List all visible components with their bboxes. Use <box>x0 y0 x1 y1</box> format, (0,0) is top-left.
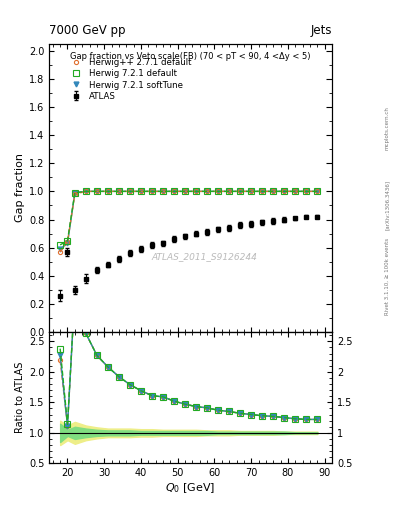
Herwig 7.2.1 softTune <box>84 188 88 195</box>
Herwig 7.2.1 default <box>95 188 99 195</box>
Herwig 7.2.1 softTune <box>238 188 242 195</box>
Legend: Herwig++ 2.7.1 default, Herwig 7.2.1 default, Herwig 7.2.1 softTune, ATLAS: Herwig++ 2.7.1 default, Herwig 7.2.1 def… <box>65 56 193 102</box>
Herwig 7.2.1 softTune <box>194 188 198 195</box>
Herwig++ 2.7.1 default <box>205 188 209 195</box>
Herwig 7.2.1 softTune <box>95 188 99 195</box>
Herwig 7.2.1 default <box>260 188 264 195</box>
Herwig++ 2.7.1 default <box>72 191 77 197</box>
Line: Herwig 7.2.1 default: Herwig 7.2.1 default <box>57 188 320 248</box>
Herwig++ 2.7.1 default <box>183 188 187 195</box>
Y-axis label: Gap fraction: Gap fraction <box>15 153 25 222</box>
Herwig 7.2.1 softTune <box>58 246 62 252</box>
Herwig++ 2.7.1 default <box>128 188 132 195</box>
Herwig 7.2.1 default <box>172 188 176 195</box>
Herwig++ 2.7.1 default <box>216 188 220 195</box>
Herwig 7.2.1 softTune <box>150 188 154 195</box>
Herwig++ 2.7.1 default <box>304 188 309 195</box>
Herwig++ 2.7.1 default <box>106 188 110 195</box>
Herwig 7.2.1 default <box>315 188 320 195</box>
Text: Gap fraction vs Veto scale(FB) (70 < pT < 90, 4 <Δy < 5): Gap fraction vs Veto scale(FB) (70 < pT … <box>70 52 311 61</box>
Herwig 7.2.1 default <box>128 188 132 195</box>
Line: Herwig++ 2.7.1 default: Herwig++ 2.7.1 default <box>58 189 320 254</box>
X-axis label: $Q_0$ [GeV]: $Q_0$ [GeV] <box>165 481 216 495</box>
Herwig 7.2.1 default <box>84 188 88 195</box>
Herwig++ 2.7.1 default <box>238 188 242 195</box>
Herwig 7.2.1 softTune <box>117 188 121 195</box>
Herwig 7.2.1 default <box>106 188 110 195</box>
Herwig 7.2.1 default <box>271 188 275 195</box>
Herwig 7.2.1 softTune <box>65 240 70 246</box>
Herwig 7.2.1 softTune <box>205 188 209 195</box>
Herwig 7.2.1 softTune <box>282 188 286 195</box>
Y-axis label: Ratio to ATLAS: Ratio to ATLAS <box>15 362 25 434</box>
Herwig 7.2.1 default <box>304 188 309 195</box>
Herwig 7.2.1 default <box>183 188 187 195</box>
Herwig++ 2.7.1 default <box>150 188 154 195</box>
Herwig 7.2.1 softTune <box>249 188 253 195</box>
Herwig 7.2.1 softTune <box>72 189 77 196</box>
Herwig 7.2.1 default <box>194 188 198 195</box>
Herwig 7.2.1 default <box>139 188 143 195</box>
Herwig 7.2.1 default <box>117 188 121 195</box>
Text: Jets: Jets <box>310 24 332 37</box>
Herwig 7.2.1 default <box>150 188 154 195</box>
Herwig++ 2.7.1 default <box>161 188 165 195</box>
Herwig 7.2.1 default <box>161 188 165 195</box>
Herwig 7.2.1 softTune <box>128 188 132 195</box>
Herwig 7.2.1 softTune <box>304 188 309 195</box>
Herwig++ 2.7.1 default <box>271 188 275 195</box>
Herwig 7.2.1 softTune <box>260 188 264 195</box>
Herwig 7.2.1 default <box>282 188 286 195</box>
Text: 7000 GeV pp: 7000 GeV pp <box>49 24 126 37</box>
Herwig++ 2.7.1 default <box>260 188 264 195</box>
Herwig++ 2.7.1 default <box>282 188 286 195</box>
Herwig 7.2.1 softTune <box>106 188 110 195</box>
Herwig 7.2.1 softTune <box>227 188 231 195</box>
Herwig++ 2.7.1 default <box>249 188 253 195</box>
Herwig 7.2.1 default <box>72 189 77 196</box>
Herwig 7.2.1 default <box>249 188 253 195</box>
Herwig 7.2.1 default <box>65 238 70 244</box>
Herwig 7.2.1 softTune <box>172 188 176 195</box>
Herwig 7.2.1 default <box>238 188 242 195</box>
Herwig 7.2.1 softTune <box>293 188 298 195</box>
Herwig 7.2.1 default <box>216 188 220 195</box>
Text: [arXiv:1306.3436]: [arXiv:1306.3436] <box>385 180 389 230</box>
Text: mcplots.cern.ch: mcplots.cern.ch <box>385 106 389 150</box>
Herwig 7.2.1 softTune <box>139 188 143 195</box>
Herwig++ 2.7.1 default <box>84 188 88 195</box>
Herwig++ 2.7.1 default <box>95 188 99 195</box>
Herwig++ 2.7.1 default <box>172 188 176 195</box>
Herwig 7.2.1 default <box>58 242 62 248</box>
Herwig 7.2.1 default <box>293 188 298 195</box>
Text: Rivet 3.1.10, ≥ 100k events: Rivet 3.1.10, ≥ 100k events <box>385 238 389 315</box>
Line: Herwig 7.2.1 softTune: Herwig 7.2.1 softTune <box>58 189 320 251</box>
Herwig++ 2.7.1 default <box>227 188 231 195</box>
Herwig++ 2.7.1 default <box>65 239 70 245</box>
Herwig++ 2.7.1 default <box>194 188 198 195</box>
Herwig 7.2.1 softTune <box>161 188 165 195</box>
Herwig 7.2.1 softTune <box>315 188 320 195</box>
Herwig++ 2.7.1 default <box>293 188 298 195</box>
Herwig++ 2.7.1 default <box>315 188 320 195</box>
Herwig 7.2.1 softTune <box>271 188 275 195</box>
Herwig++ 2.7.1 default <box>117 188 121 195</box>
Text: ATLAS_2011_S9126244: ATLAS_2011_S9126244 <box>152 252 258 262</box>
Herwig 7.2.1 softTune <box>183 188 187 195</box>
Herwig 7.2.1 default <box>227 188 231 195</box>
Herwig 7.2.1 default <box>205 188 209 195</box>
Herwig++ 2.7.1 default <box>58 249 62 255</box>
Herwig 7.2.1 softTune <box>216 188 220 195</box>
Herwig++ 2.7.1 default <box>139 188 143 195</box>
